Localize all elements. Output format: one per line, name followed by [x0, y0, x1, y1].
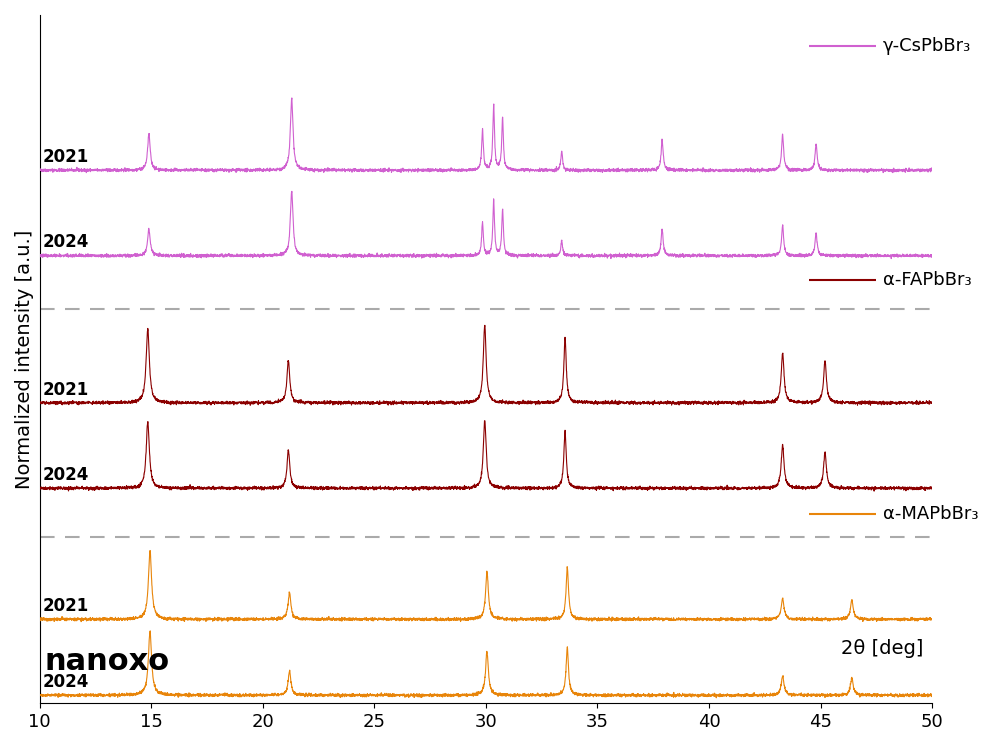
- Text: 2021: 2021: [43, 380, 89, 398]
- Text: 2024: 2024: [43, 673, 89, 691]
- Text: α-FAPbBr₃: α-FAPbBr₃: [883, 271, 972, 289]
- Text: 2θ [deg]: 2θ [deg]: [841, 639, 923, 658]
- Text: 2024: 2024: [43, 233, 89, 251]
- Y-axis label: Normalized intensity [a.u.]: Normalized intensity [a.u.]: [15, 230, 34, 489]
- Text: nanoxo: nanoxo: [44, 647, 169, 676]
- Text: 2024: 2024: [43, 466, 89, 484]
- Text: 2021: 2021: [43, 597, 89, 615]
- Text: α-MAPbBr₃: α-MAPbBr₃: [883, 505, 979, 523]
- Text: γ-CsPbBr₃: γ-CsPbBr₃: [883, 37, 971, 55]
- Text: 2021: 2021: [43, 148, 89, 166]
